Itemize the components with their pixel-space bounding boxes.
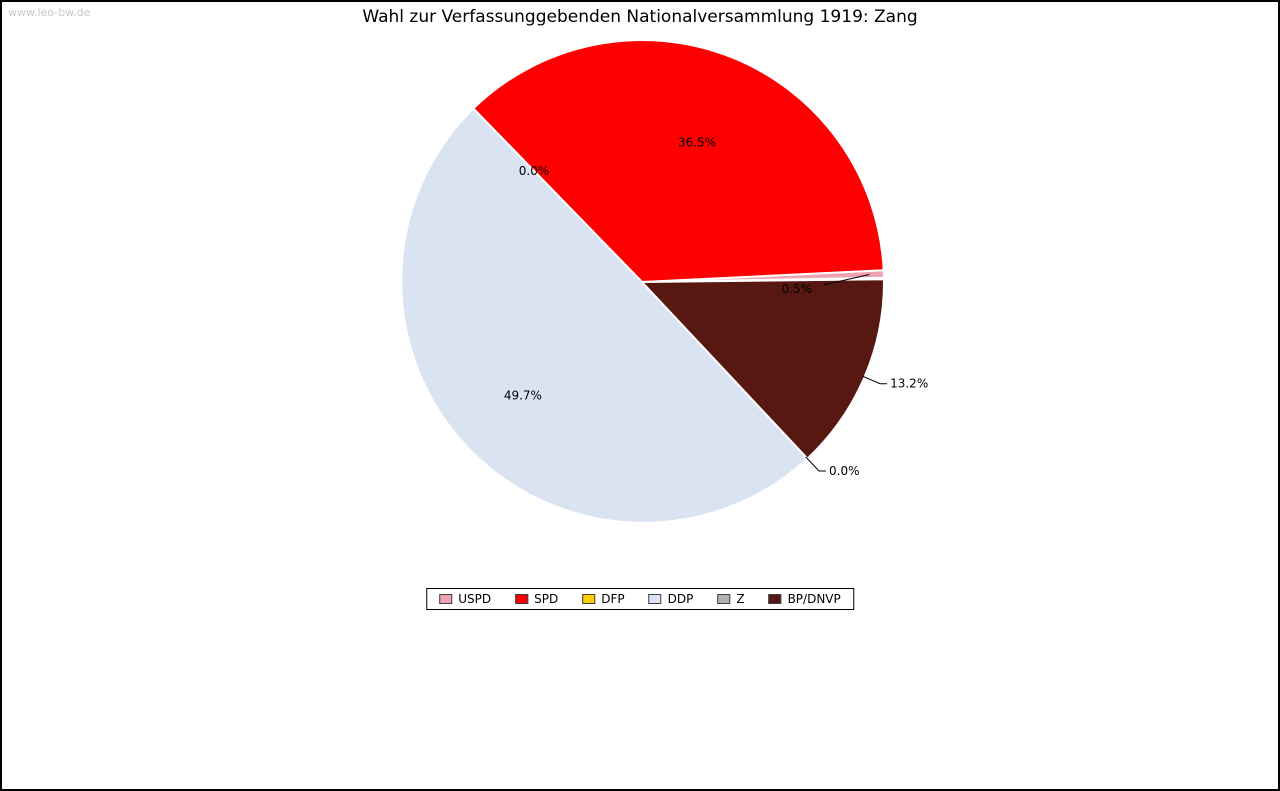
- legend: USPD SPD DFP DDP Z BP/DNVP: [426, 588, 854, 610]
- footer-line: [135, 661, 1238, 674]
- legend-item-label: DFP: [601, 592, 625, 606]
- footer-line: [135, 623, 1238, 636]
- legend-item: SPD: [515, 592, 558, 606]
- pie-leader-uspd: [823, 274, 870, 286]
- pie-label-z: 0.0%: [829, 464, 860, 478]
- legend-item: DDP: [648, 592, 694, 606]
- footer-line: [135, 648, 1238, 661]
- legend-swatch: [582, 594, 596, 604]
- legend-swatch: [717, 594, 731, 604]
- footer-line: [135, 749, 1238, 762]
- legend-item: Z: [717, 592, 745, 606]
- footer-line: [135, 711, 1238, 724]
- footer-line: [135, 636, 1238, 649]
- legend-item: BP/DNVP: [768, 592, 841, 606]
- legend-item: USPD: [439, 592, 491, 606]
- pie-chart: 0.5% 36.5% 0.0% 49.7% 0.0% 13.2%: [400, 39, 928, 524]
- pie-slice-spd: [471, 39, 885, 284]
- footer-line: [135, 673, 1238, 686]
- legend-item-label: BP/DNVP: [787, 592, 841, 606]
- watermark: www.leo-bw.de: [8, 6, 91, 19]
- legend-swatch: [439, 594, 453, 604]
- page-title: Wahl zur Verfassunggebenden Nationalvers…: [362, 7, 918, 27]
- footer-line: [135, 699, 1238, 712]
- pie-label-uspd: 0.5%: [782, 282, 813, 296]
- pie-label-ddp: 49.7%: [504, 389, 542, 403]
- footer-line: [135, 686, 1238, 699]
- pie-label-dfp: 0.0%: [519, 164, 550, 178]
- footer-notes: [135, 623, 1238, 762]
- legend-item: DFP: [582, 592, 625, 606]
- pie-slice-ddp: [400, 107, 809, 524]
- legend-item-label: Z: [736, 592, 745, 606]
- legend-swatch: [648, 594, 662, 604]
- legend-swatch: [515, 594, 529, 604]
- legend-item-label: SPD: [534, 592, 559, 606]
- pie-label-spd: 36.5%: [678, 135, 716, 149]
- pie-leader-bp-dnvp: [862, 375, 888, 385]
- legend-swatch: [768, 594, 782, 604]
- pie-leader-z: [805, 456, 826, 472]
- footer-line: [135, 724, 1238, 737]
- pie-label-bp-dnvp: 13.2%: [890, 377, 928, 391]
- footer-line: [135, 736, 1238, 749]
- legend-item-label: USPD: [458, 592, 492, 606]
- legend-item-label: DDP: [667, 592, 694, 606]
